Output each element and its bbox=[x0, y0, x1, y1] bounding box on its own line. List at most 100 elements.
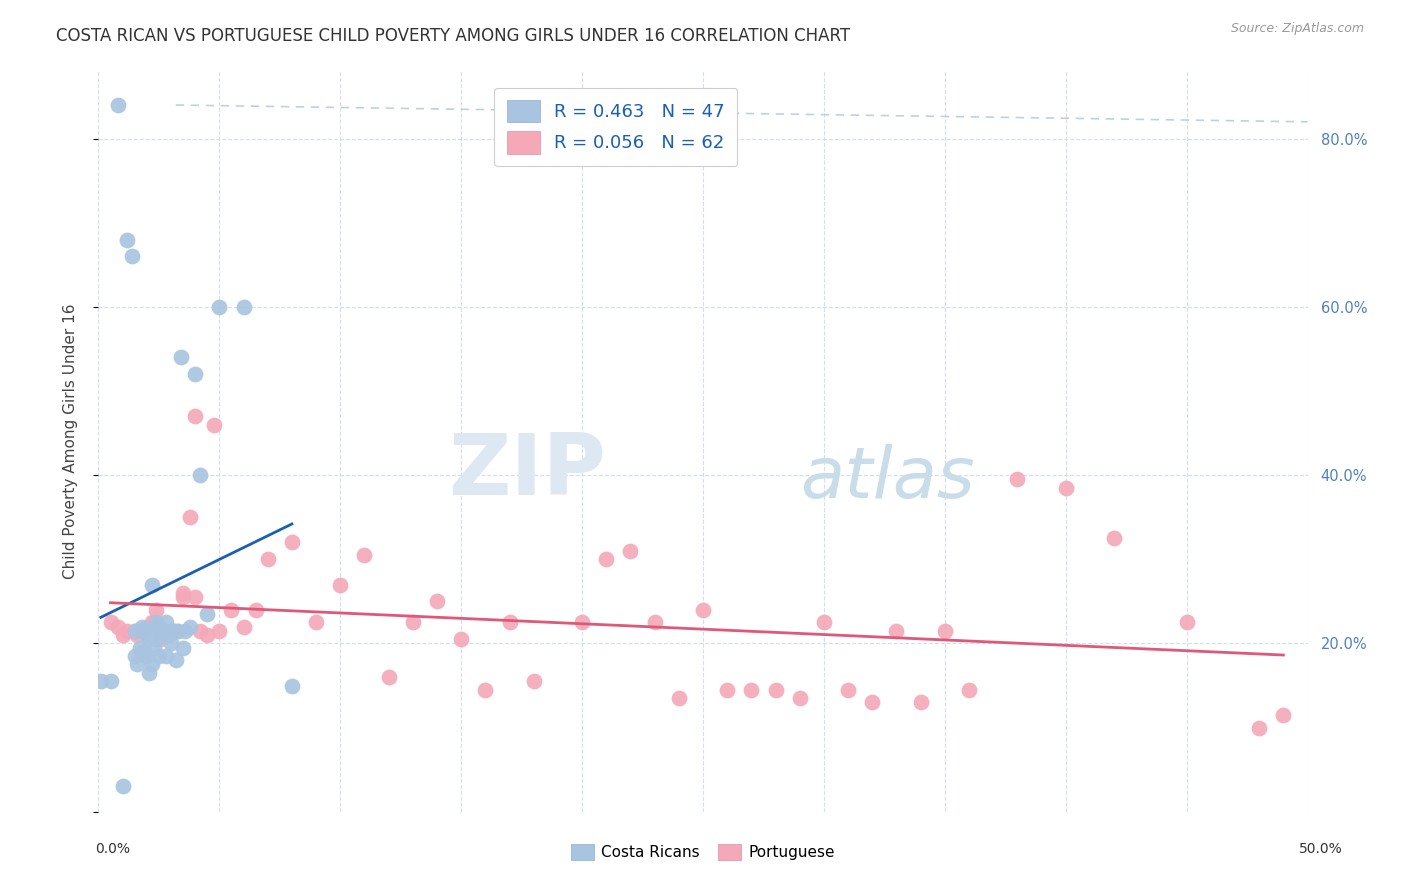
Point bbox=[145, 603, 167, 617]
Point bbox=[305, 615, 328, 630]
Point bbox=[571, 615, 593, 630]
Point bbox=[172, 640, 194, 655]
Point bbox=[138, 665, 160, 680]
Text: 50.0%: 50.0% bbox=[1299, 842, 1343, 856]
Point bbox=[668, 691, 690, 706]
Point bbox=[128, 640, 150, 655]
Point bbox=[138, 632, 160, 647]
Point bbox=[150, 632, 173, 647]
Point bbox=[143, 640, 166, 655]
Point bbox=[523, 674, 546, 689]
Point bbox=[195, 607, 218, 621]
Point bbox=[426, 594, 449, 608]
Point bbox=[134, 645, 156, 659]
Point bbox=[90, 674, 112, 689]
Point bbox=[141, 624, 163, 638]
Point bbox=[162, 624, 184, 638]
Point bbox=[131, 619, 153, 633]
Point bbox=[131, 624, 153, 638]
Point bbox=[117, 233, 139, 247]
Point bbox=[160, 624, 183, 638]
Point bbox=[121, 249, 143, 264]
Point bbox=[165, 653, 187, 667]
Point bbox=[172, 590, 194, 604]
Point bbox=[141, 657, 163, 672]
Point bbox=[179, 619, 201, 633]
Point bbox=[135, 619, 157, 633]
Point bbox=[179, 510, 201, 524]
Point bbox=[195, 628, 218, 642]
Point bbox=[353, 548, 375, 562]
Point bbox=[152, 624, 174, 638]
Text: Source: ZipAtlas.com: Source: ZipAtlas.com bbox=[1230, 22, 1364, 36]
Point bbox=[155, 624, 177, 638]
Point bbox=[245, 603, 267, 617]
Point bbox=[910, 695, 932, 709]
Point bbox=[740, 682, 762, 697]
Point bbox=[135, 628, 157, 642]
Point bbox=[127, 657, 149, 672]
Y-axis label: Child Poverty Among Girls Under 16: Child Poverty Among Girls Under 16 bbox=[63, 304, 77, 579]
Point bbox=[1007, 472, 1029, 486]
Point bbox=[107, 619, 129, 633]
Point bbox=[174, 624, 197, 638]
Point bbox=[111, 628, 134, 642]
Point bbox=[789, 691, 811, 706]
Point bbox=[208, 624, 231, 638]
Point bbox=[474, 682, 496, 697]
Point bbox=[860, 695, 883, 709]
Point bbox=[124, 649, 146, 664]
Point bbox=[145, 615, 167, 630]
Point bbox=[169, 351, 191, 365]
Point bbox=[135, 649, 157, 664]
Point bbox=[281, 535, 304, 549]
Point bbox=[124, 624, 146, 638]
Point bbox=[155, 615, 177, 630]
Point bbox=[1054, 481, 1077, 495]
Point bbox=[160, 636, 183, 650]
Point bbox=[167, 624, 190, 638]
Text: 0.0%: 0.0% bbox=[96, 842, 131, 856]
Point bbox=[221, 603, 243, 617]
Point bbox=[188, 468, 211, 483]
Point bbox=[100, 615, 122, 630]
Point bbox=[619, 544, 641, 558]
Point bbox=[107, 98, 129, 112]
Point bbox=[160, 624, 183, 638]
Point bbox=[329, 577, 352, 591]
Point bbox=[204, 417, 226, 432]
Point bbox=[716, 682, 738, 697]
Point bbox=[1249, 721, 1271, 735]
Point bbox=[155, 649, 177, 664]
Point bbox=[232, 300, 254, 314]
Point bbox=[188, 624, 211, 638]
Text: ZIP: ZIP bbox=[449, 430, 606, 513]
Point bbox=[377, 670, 399, 684]
Point bbox=[131, 645, 153, 659]
Point bbox=[100, 674, 122, 689]
Text: COSTA RICAN VS PORTUGUESE CHILD POVERTY AMONG GIRLS UNDER 16 CORRELATION CHART: COSTA RICAN VS PORTUGUESE CHILD POVERTY … bbox=[56, 27, 851, 45]
Point bbox=[148, 619, 170, 633]
Point bbox=[150, 624, 173, 638]
Point bbox=[402, 615, 425, 630]
Point bbox=[165, 624, 187, 638]
Point bbox=[232, 619, 254, 633]
Point bbox=[184, 409, 207, 424]
Point bbox=[886, 624, 908, 638]
Point bbox=[148, 649, 170, 664]
Point bbox=[148, 619, 170, 633]
Point bbox=[934, 624, 956, 638]
Point bbox=[127, 628, 149, 642]
Point bbox=[184, 590, 207, 604]
Point bbox=[837, 682, 859, 697]
Point bbox=[813, 615, 835, 630]
Point bbox=[117, 624, 139, 638]
Point bbox=[1102, 531, 1125, 545]
Point bbox=[124, 624, 146, 638]
Point bbox=[134, 624, 156, 638]
Point bbox=[143, 624, 166, 638]
Point bbox=[1175, 615, 1198, 630]
Point bbox=[145, 632, 167, 647]
Point bbox=[141, 615, 163, 630]
Point bbox=[111, 780, 134, 794]
